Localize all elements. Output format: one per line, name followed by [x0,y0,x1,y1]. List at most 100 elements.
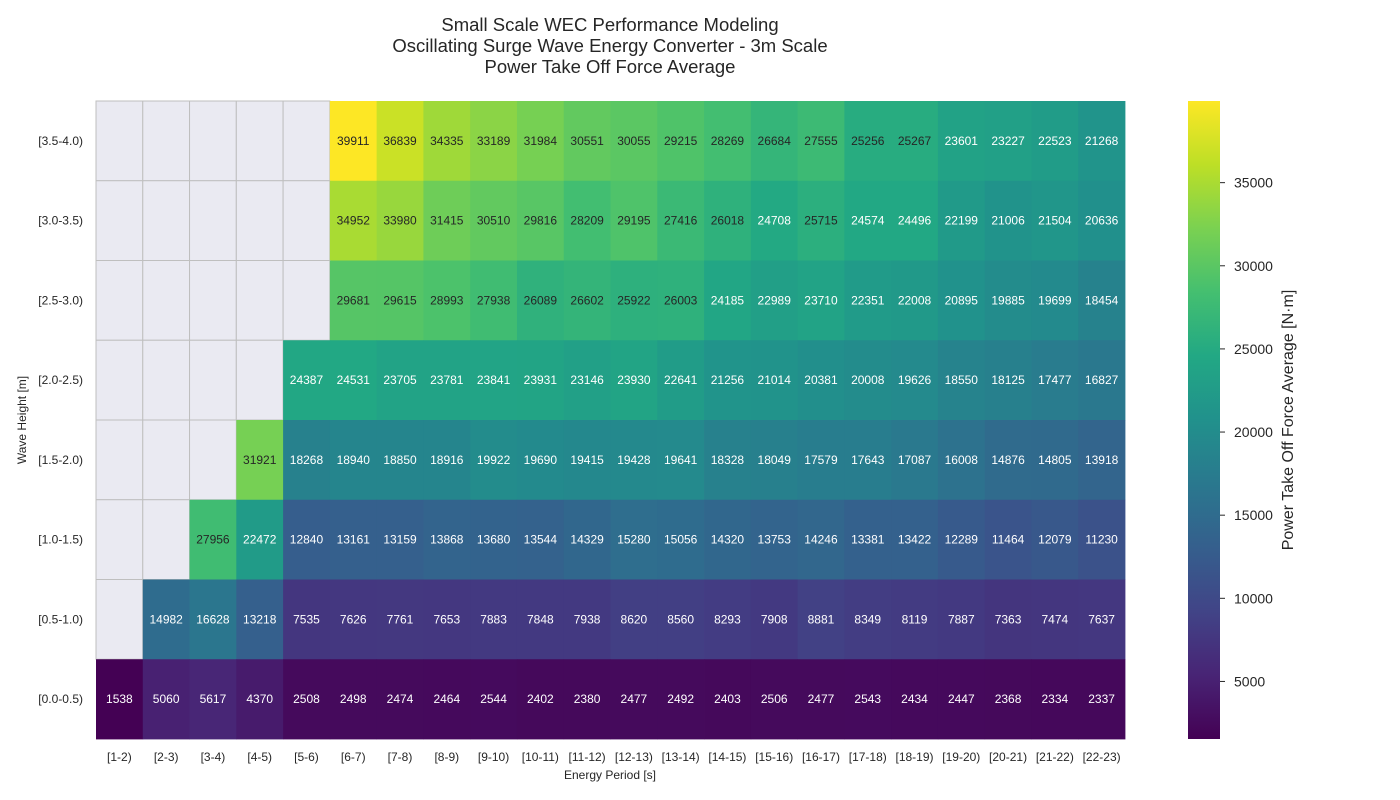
heatmap-cell [704,659,752,740]
heatmap-cell [704,340,752,421]
heatmap-cell [1031,340,1079,421]
heatmap-cell [142,419,191,501]
cell-value-label: 2434 [901,692,928,706]
heatmap-cell [610,101,658,182]
heatmap-cell [563,579,611,660]
heatmap-cell [563,340,611,421]
colorbar [1188,101,1220,739]
heatmap-cell [1078,180,1126,261]
heatmap-cell [657,499,705,580]
heatmap-cell [283,499,331,580]
cell-value-label: 2337 [1088,692,1115,706]
heatmap-cell [563,101,611,182]
heatmap-cell [329,659,378,740]
cell-value-label: 7653 [433,612,460,626]
heatmap-cell [516,659,565,740]
cell-value-label: 14320 [711,533,745,547]
heatmap-cell [984,260,1032,341]
heatmap-cell [844,420,892,501]
heatmap-cell [1078,579,1126,660]
cell-value-label: 18328 [711,453,745,467]
heatmap-cell [657,180,705,261]
heatmap-cell [235,260,284,341]
cell-value-label: 7883 [480,612,507,626]
cell-value-label: 4370 [246,692,273,706]
heatmap-cell [937,101,986,182]
cell-value-label: 19922 [477,453,511,467]
heatmap-cell [142,579,190,660]
cell-value-label: 2380 [574,692,601,706]
cell-value-label: 34335 [430,134,464,148]
cell-value-label: 23146 [570,373,604,387]
cell-value-label: 25715 [804,214,838,228]
colorbar-label: Power Take Off Force Average [N·m] [1280,290,1297,551]
heatmap-cell [142,499,191,580]
heatmap-cell [797,340,845,421]
cell-value-label: 22472 [243,533,277,547]
heatmap-cell [189,260,237,341]
cell-value-label: 2464 [433,692,460,706]
heatmap-cell [891,101,939,182]
heatmap-cell [657,101,705,182]
y-tick-label: [0.0-0.5) [38,692,83,706]
heatmap-cell [95,180,144,261]
heatmap-cell [376,579,424,660]
cell-value-label: 8349 [854,612,881,626]
y-tick-label: [1.0-1.5) [38,533,83,547]
cell-value-label: 2403 [714,692,741,706]
cell-value-label: 5060 [153,692,180,706]
heatmap-cell [235,180,284,261]
heatmap-cell [1031,499,1079,580]
heatmap-cell [657,260,705,341]
chart-title: Small Scale WEC Performance Modeling Osc… [0,14,1220,77]
heatmap-cell [142,339,191,421]
heatmap-cell [189,419,237,501]
heatmap-cell [95,579,144,660]
heatmap-cell [516,340,565,421]
y-tick-label: [0.5-1.0) [38,612,83,626]
cell-value-label: 7848 [527,612,554,626]
cell-value-label: 8293 [714,612,741,626]
heatmap-cell [891,260,939,341]
cell-value-label: 13544 [524,533,558,547]
cell-value-label: 29681 [337,293,371,307]
cell-value-label: 7535 [293,612,320,626]
heatmap-cell [329,260,378,341]
cell-value-label: 18550 [945,373,979,387]
heatmap-cell [704,499,752,580]
colorbar-tick-label: 35000 [1234,175,1273,191]
cell-value-label: 34952 [337,214,371,228]
cell-value-label: 30055 [617,134,651,148]
heatmap-cell [1031,420,1079,501]
cell-value-label: 7626 [340,612,367,626]
x-tick-label: [1-2) [107,750,132,764]
x-tick-label: [9-10) [478,750,509,764]
heatmap-cell [470,180,518,261]
heatmap-cell [657,340,705,421]
heatmap-cell [563,180,611,261]
heatmap-cell [516,499,565,580]
heatmap-cell [610,659,658,740]
cell-value-label: 24185 [711,293,745,307]
heatmap-cell [470,260,518,341]
cell-value-label: 26018 [711,214,745,228]
heatmap-cell [376,499,424,580]
heatmap-cell [95,339,144,421]
cell-value-label: 7938 [574,612,601,626]
cell-value-label: 13381 [851,533,885,547]
heatmap-cell [236,499,284,580]
heatmap-cell [844,579,892,660]
cell-value-label: 2477 [808,692,835,706]
heatmap-cell [937,340,986,421]
cell-value-label: 29195 [617,214,651,228]
cell-value-label: 7363 [995,612,1022,626]
x-tick-label: [4-5) [247,750,272,764]
cell-value-label: 2402 [527,692,554,706]
heatmap-cell [236,579,284,660]
cell-value-label: 2492 [667,692,694,706]
heatmap-cell [470,659,518,740]
cell-value-label: 22199 [945,214,979,228]
heatmap-cell [189,339,237,421]
heatmap-cell [750,420,798,501]
